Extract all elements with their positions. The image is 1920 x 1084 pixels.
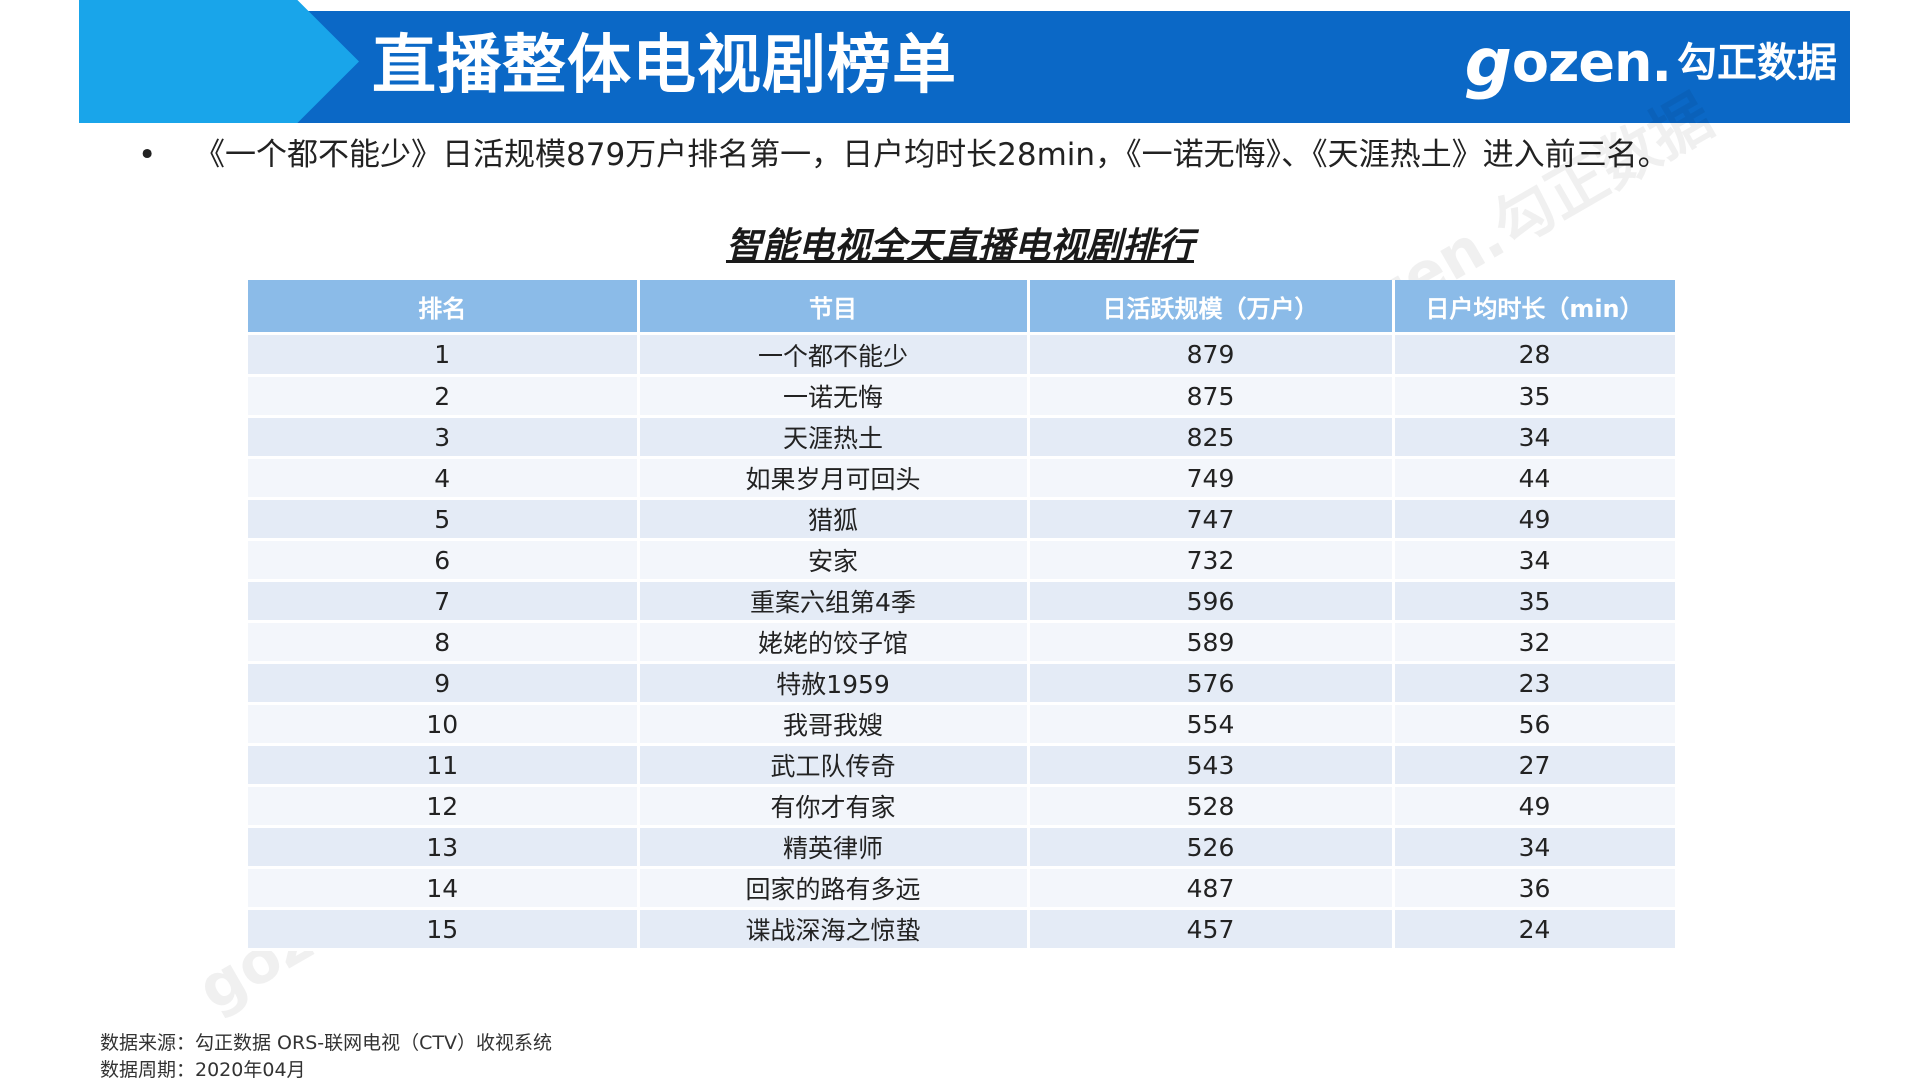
rank-cell: 8 bbox=[248, 621, 640, 664]
daily-active-cell: 749 bbox=[1028, 457, 1395, 500]
rank-cell: 14 bbox=[248, 867, 640, 910]
rank-cell: 2 bbox=[248, 375, 640, 418]
footer: 数据来源：勾正数据 ORS-联网电视（CTV）收视系统 数据周期：2020年04… bbox=[100, 1030, 552, 1084]
avg-duration-cell: 36 bbox=[1393, 867, 1678, 910]
data-period: 数据周期：2020年04月 bbox=[100, 1059, 306, 1081]
avg-duration-cell: 28 bbox=[1393, 333, 1678, 377]
avg-duration-cell: 49 bbox=[1393, 785, 1678, 828]
daily-active-cell: 879 bbox=[1028, 333, 1395, 377]
table-row: 1 一个都不能少 879 28 bbox=[248, 333, 1678, 377]
daily-active-cell: 487 bbox=[1028, 867, 1395, 910]
avg-duration-cell: 56 bbox=[1393, 703, 1678, 746]
summary-text: 《一个都不能少》日活规模879万户排名第一，日户均时长28min，《一诺无悔》、… bbox=[194, 137, 1669, 173]
avg-duration-cell: 24 bbox=[1393, 908, 1678, 951]
header-bar bbox=[79, 11, 1850, 123]
table-row: 3 天涯热土 825 34 bbox=[248, 416, 1678, 459]
program-cell: 天涯热土 bbox=[638, 416, 1030, 459]
avg-duration-cell: 35 bbox=[1393, 375, 1678, 418]
header-rank: 排名 bbox=[248, 280, 640, 335]
program-cell: 重案六组第4季 bbox=[638, 580, 1030, 623]
program-cell: 谍战深海之惊蛰 bbox=[638, 908, 1030, 951]
table-row: 13 精英律师 526 34 bbox=[248, 826, 1678, 869]
rank-cell: 3 bbox=[248, 416, 640, 459]
logo-g-mark: g bbox=[1464, 24, 1512, 101]
ranking-table: 排名 节目 日活跃规模（万户） 日户均时长（min） 1 一个都不能少 879 28 2… bbox=[248, 280, 1678, 951]
rank-cell: 10 bbox=[248, 703, 640, 746]
header-daily-avg-duration: 日户均时长（min） bbox=[1393, 280, 1678, 335]
table-row: 4 如果岁月可回头 749 44 bbox=[248, 457, 1678, 500]
table-body: 1 一个都不能少 879 28 2 一诺无悔 875 35 3 天涯热土 825 34 4 如果岁月可回头… bbox=[248, 333, 1678, 951]
table-row: 10 我哥我嫂 554 56 bbox=[248, 703, 1678, 746]
program-cell: 回家的路有多远 bbox=[638, 867, 1030, 910]
daily-active-cell: 825 bbox=[1028, 416, 1395, 459]
table-row: 2 一诺无悔 875 35 bbox=[248, 375, 1678, 418]
rank-cell: 4 bbox=[248, 457, 640, 500]
avg-duration-cell: 27 bbox=[1393, 744, 1678, 787]
program-cell: 武工队传奇 bbox=[638, 744, 1030, 787]
header-arrow-accent bbox=[79, 0, 359, 123]
program-cell: 一诺无悔 bbox=[638, 375, 1030, 418]
daily-active-cell: 528 bbox=[1028, 785, 1395, 828]
daily-active-cell: 596 bbox=[1028, 580, 1395, 623]
avg-duration-cell: 34 bbox=[1393, 539, 1678, 582]
program-cell: 如果岁月可回头 bbox=[638, 457, 1030, 500]
daily-active-cell: 554 bbox=[1028, 703, 1395, 746]
daily-active-cell: 526 bbox=[1028, 826, 1395, 869]
bullet-icon: • bbox=[138, 137, 157, 173]
table-row: 12 有你才有家 528 49 bbox=[248, 785, 1678, 828]
program-cell: 我哥我嫂 bbox=[638, 703, 1030, 746]
data-source: 数据来源：勾正数据 ORS-联网电视（CTV）收视系统 bbox=[100, 1032, 552, 1054]
program-cell: 猎狐 bbox=[638, 498, 1030, 541]
daily-active-cell: 576 bbox=[1028, 662, 1395, 705]
avg-duration-cell: 34 bbox=[1393, 416, 1678, 459]
program-cell: 精英律师 bbox=[638, 826, 1030, 869]
header-daily-active-scale: 日活跃规模（万户） bbox=[1028, 280, 1395, 335]
table-title: 智能电视全天直播电视剧排行 bbox=[725, 226, 1194, 267]
table-row: 9 特赦1959 576 23 bbox=[248, 662, 1678, 705]
rank-cell: 9 bbox=[248, 662, 640, 705]
avg-duration-cell: 32 bbox=[1393, 621, 1678, 664]
program-cell: 一个都不能少 bbox=[638, 333, 1030, 377]
avg-duration-cell: 44 bbox=[1393, 457, 1678, 500]
rank-cell: 1 bbox=[248, 333, 640, 377]
program-cell: 有你才有家 bbox=[638, 785, 1030, 828]
program-cell: 姥姥的饺子馆 bbox=[638, 621, 1030, 664]
header-program: 节目 bbox=[638, 280, 1030, 335]
daily-active-cell: 589 bbox=[1028, 621, 1395, 664]
program-cell: 安家 bbox=[638, 539, 1030, 582]
avg-duration-cell: 35 bbox=[1393, 580, 1678, 623]
daily-active-cell: 457 bbox=[1028, 908, 1395, 951]
page-title: 直播整体电视剧榜单 bbox=[372, 29, 957, 103]
avg-duration-cell: 49 bbox=[1393, 498, 1678, 541]
table-row: 8 姥姥的饺子馆 589 32 bbox=[248, 621, 1678, 664]
avg-duration-cell: 34 bbox=[1393, 826, 1678, 869]
summary-bullet: • 《一个都不能少》日活规模879万户排名第一，日户均时长28min，《一诺无悔》… bbox=[138, 130, 1669, 180]
daily-active-cell: 543 bbox=[1028, 744, 1395, 787]
daily-active-cell: 875 bbox=[1028, 375, 1395, 418]
daily-active-cell: 732 bbox=[1028, 539, 1395, 582]
daily-active-cell: 747 bbox=[1028, 498, 1395, 541]
table-row: 7 重案六组第4季 596 35 bbox=[248, 580, 1678, 623]
logo-wordmark: ozen. bbox=[1511, 31, 1672, 94]
program-cell: 特赦1959 bbox=[638, 662, 1030, 705]
table-row: 6 安家 732 34 bbox=[248, 539, 1678, 582]
avg-duration-cell: 23 bbox=[1393, 662, 1678, 705]
rank-cell: 12 bbox=[248, 785, 640, 828]
logo-chinese-name: 勾正数据 bbox=[1677, 40, 1837, 86]
rank-cell: 5 bbox=[248, 498, 640, 541]
table-row: 5 猎狐 747 49 bbox=[248, 498, 1678, 541]
gozen-logo: g ozen. 勾正数据 bbox=[1465, 28, 1837, 98]
rank-cell: 15 bbox=[248, 908, 640, 951]
rank-cell: 11 bbox=[248, 744, 640, 787]
rank-cell: 6 bbox=[248, 539, 640, 582]
table-row: 14 回家的路有多远 487 36 bbox=[248, 867, 1678, 910]
table-row: 11 武工队传奇 543 27 bbox=[248, 744, 1678, 787]
table-row: 15 谍战深海之惊蛰 457 24 bbox=[248, 908, 1678, 951]
rank-cell: 13 bbox=[248, 826, 640, 869]
table-header-row: 排名 节目 日活跃规模（万户） 日户均时长（min） bbox=[248, 280, 1678, 335]
rank-cell: 7 bbox=[248, 580, 640, 623]
